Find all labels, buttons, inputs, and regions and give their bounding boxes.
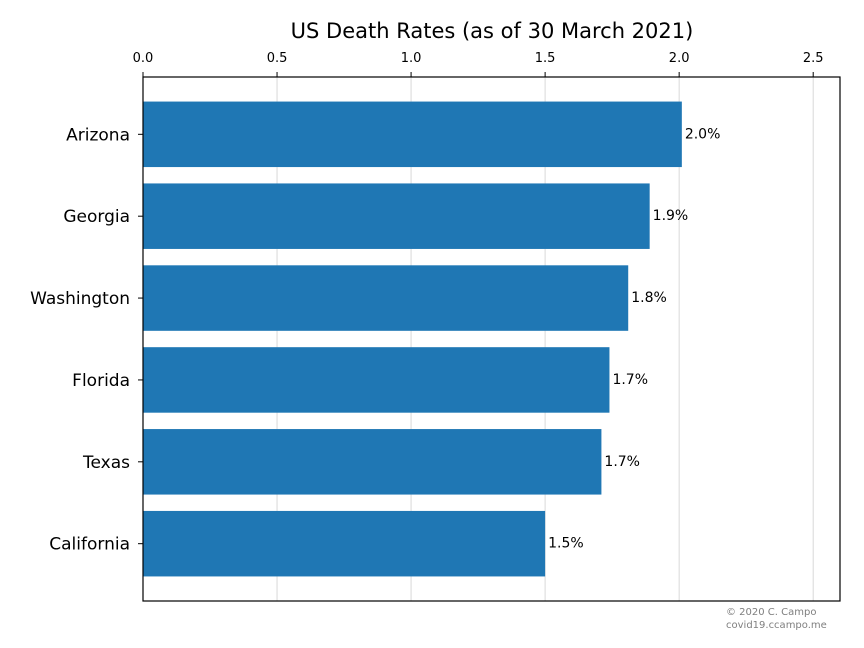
value-labels: 2.0% 1.9% 1.8% 1.7% 1.7% 1.5%: [548, 126, 720, 551]
bars: [143, 101, 682, 577]
x-tick-label: 1.0: [401, 51, 422, 66]
y-axis-ticks: Arizona Georgia Washington Florida Texas Cali…: [30, 125, 143, 555]
y-tick-label: Florida: [72, 371, 130, 391]
x-axis-ticks: 0.0 0.5 1.0 1.5 2.0 2.5: [133, 51, 824, 77]
x-tick-label: 2.0: [669, 51, 690, 66]
credit-line-2: covid19.ccampo.me: [726, 620, 827, 631]
bar: [143, 347, 610, 413]
plot-frame: [142, 76, 841, 602]
bar-value-label: 1.5%: [548, 536, 584, 552]
y-tick-label: Texas: [82, 453, 130, 473]
y-tick-label: Arizona: [66, 125, 130, 145]
chart-title: US Death Rates (as of 30 March 2021): [291, 19, 694, 43]
x-tick-label: 0.0: [133, 51, 154, 66]
bar-value-label: 1.9%: [653, 208, 689, 224]
x-tick-label: 0.5: [267, 51, 288, 66]
x-tick-label: 2.5: [803, 51, 824, 66]
y-tick-label: Georgia: [63, 207, 130, 227]
y-tick-label: Washington: [30, 289, 130, 309]
y-tick-label: California: [49, 535, 130, 555]
x-tick-label: 1.5: [535, 51, 556, 66]
bar-value-label: 1.7%: [604, 454, 640, 470]
bar: [143, 429, 602, 495]
bar: [143, 510, 546, 577]
bar-value-label: 1.8%: [631, 290, 667, 306]
credit-line-1: © 2020 C. Campo: [726, 607, 816, 618]
bar: [143, 101, 682, 168]
bar-value-label: 2.0%: [685, 126, 721, 142]
bar: [143, 265, 629, 331]
bar: [143, 183, 650, 249]
bar-value-label: 1.7%: [612, 372, 648, 388]
